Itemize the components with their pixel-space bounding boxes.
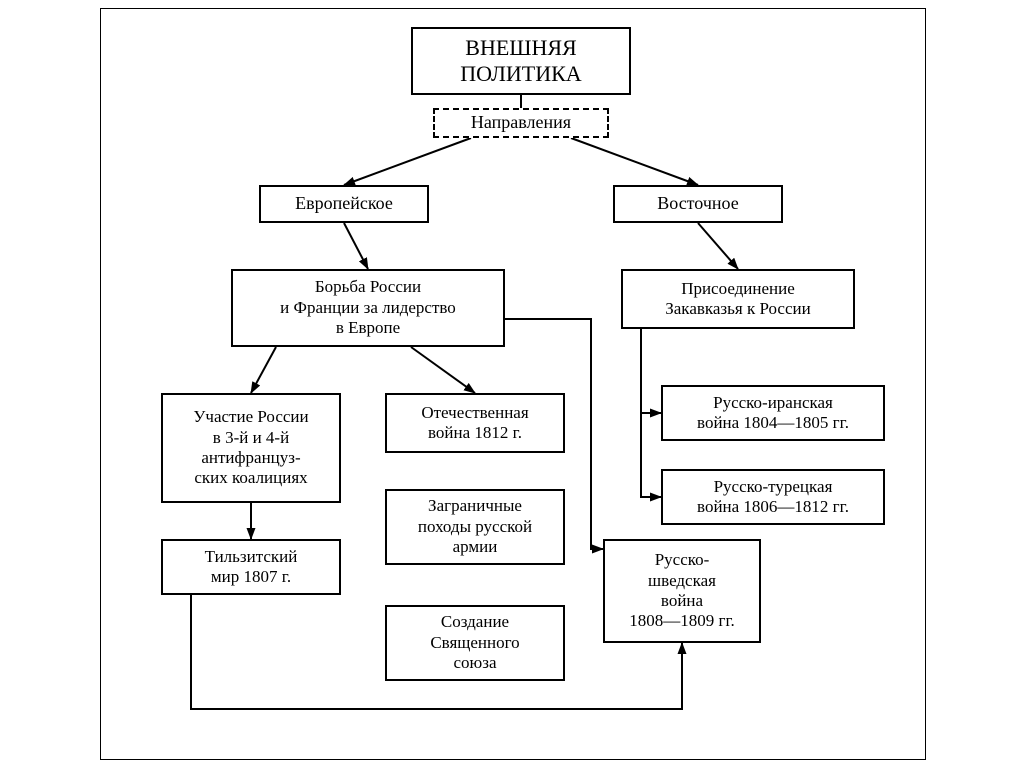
node-title: ВНЕШНЯЯ ПОЛИТИКА: [411, 27, 631, 95]
node-struggle-label: Борьба России и Франции за лидерство в Е…: [280, 277, 456, 338]
node-swedish-label: Русско- шведская война 1808—1809 гг.: [629, 550, 735, 632]
node-title-label: ВНЕШНЯЯ ПОЛИТИКА: [460, 35, 581, 88]
node-tilsit: Тильзитский мир 1807 г.: [161, 539, 341, 595]
node-european-label: Европейское: [295, 193, 393, 215]
node-foreign: Заграничные походы русской армии: [385, 489, 565, 565]
edge-struggle-to-coalitions: [251, 347, 276, 393]
node-eastern: Восточное: [613, 185, 783, 223]
node-holy-label: Создание Священного союза: [430, 612, 519, 673]
edge-transcauc-to-iran: [641, 329, 661, 413]
edge-european-to-struggle: [344, 223, 368, 269]
edge-struggle-to-patriotic: [411, 347, 475, 393]
node-transcauc-label: Присоединение Закавказья к России: [665, 279, 810, 320]
edge-directions-to-european: [344, 138, 471, 185]
node-european: Европейское: [259, 185, 429, 223]
node-iran: Русско-иранская война 1804—1805 гг.: [661, 385, 885, 441]
node-iran-label: Русско-иранская война 1804—1805 гг.: [697, 393, 849, 434]
node-coalitions: Участие России в 3-й и 4-й антифранцуз- …: [161, 393, 341, 503]
node-directions-label: Направления: [471, 112, 571, 134]
node-coalitions-label: Участие России в 3-й и 4-й антифранцуз- …: [193, 407, 308, 489]
node-turkey: Русско-турецкая война 1806—1812 гг.: [661, 469, 885, 525]
edge-eastern-to-transcauc: [698, 223, 738, 269]
node-foreign-label: Заграничные походы русской армии: [418, 496, 532, 557]
node-transcauc: Присоединение Закавказья к России: [621, 269, 855, 329]
edge-directions-to-eastern: [571, 138, 698, 185]
node-patriotic: Отечественная война 1812 г.: [385, 393, 565, 453]
edge-transcauc-to-turkey: [641, 329, 661, 497]
diagram-canvas: ВНЕШНЯЯ ПОЛИТИКА Направления Европейское Во…: [100, 8, 926, 760]
node-directions: Направления: [433, 108, 609, 138]
node-eastern-label: Восточное: [657, 193, 739, 215]
node-tilsit-label: Тильзитский мир 1807 г.: [205, 547, 298, 588]
node-swedish: Русско- шведская война 1808—1809 гг.: [603, 539, 761, 643]
node-holy: Создание Священного союза: [385, 605, 565, 681]
node-struggle: Борьба России и Франции за лидерство в Е…: [231, 269, 505, 347]
node-patriotic-label: Отечественная война 1812 г.: [421, 403, 528, 444]
node-turkey-label: Русско-турецкая война 1806—1812 гг.: [697, 477, 849, 518]
